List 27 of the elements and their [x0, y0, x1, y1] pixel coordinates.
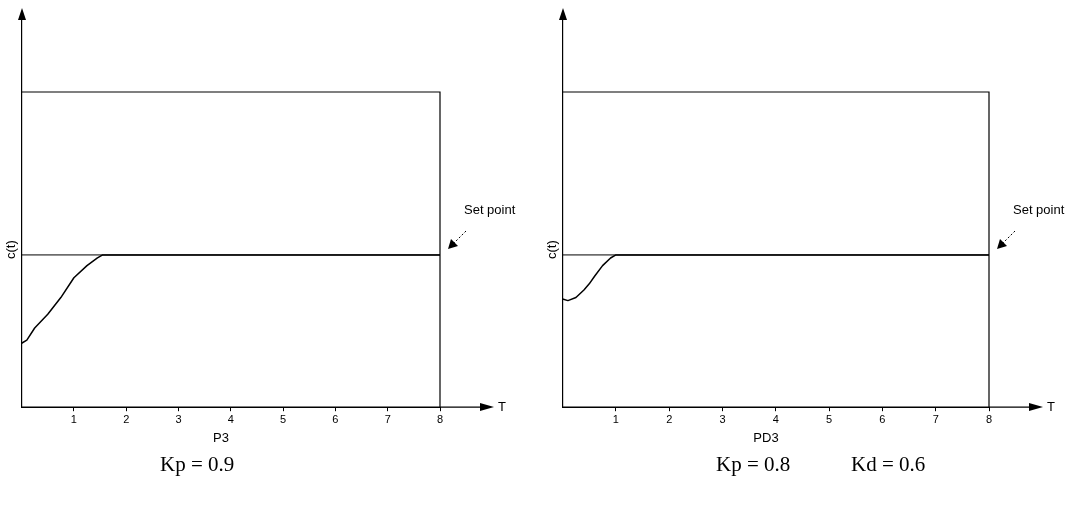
y-axis-title: c(t) [544, 240, 560, 259]
ref-line-label: Set point [464, 202, 516, 218]
text: PD3 [753, 429, 779, 445]
x-tick-label: 2 [123, 412, 130, 425]
x-tick-label: 3 [719, 412, 726, 425]
x-axis-title: T [498, 398, 506, 414]
text: Kd = 0.6 [851, 452, 926, 477]
text: P3 [213, 429, 229, 445]
x-tick-label: 1 [612, 412, 619, 425]
x-tick-label: 6 [332, 412, 339, 425]
y-axis-title: c(t) [3, 240, 19, 259]
x-tick-label: 5 [280, 412, 287, 425]
text: Kp = 0.9 [160, 452, 235, 477]
x-tick-label: 5 [826, 412, 833, 425]
ref-line-label: Set point [1013, 202, 1065, 218]
x-axis-title: T [1047, 398, 1055, 414]
x-tick-label: 3 [175, 412, 182, 425]
x-tick-label: 7 [384, 412, 391, 425]
x-tick-label: 4 [772, 412, 779, 425]
x-tick-label: 6 [879, 412, 886, 425]
x-tick-label: 8 [985, 412, 993, 425]
x-tick-label: 7 [932, 412, 939, 425]
x-tick-label: 4 [227, 412, 234, 425]
x-tick-label: 1 [70, 412, 77, 425]
x-tick-label: 2 [666, 412, 673, 425]
text: Kp = 0.8 [716, 452, 791, 477]
x-tick-label: 8 [436, 412, 444, 425]
